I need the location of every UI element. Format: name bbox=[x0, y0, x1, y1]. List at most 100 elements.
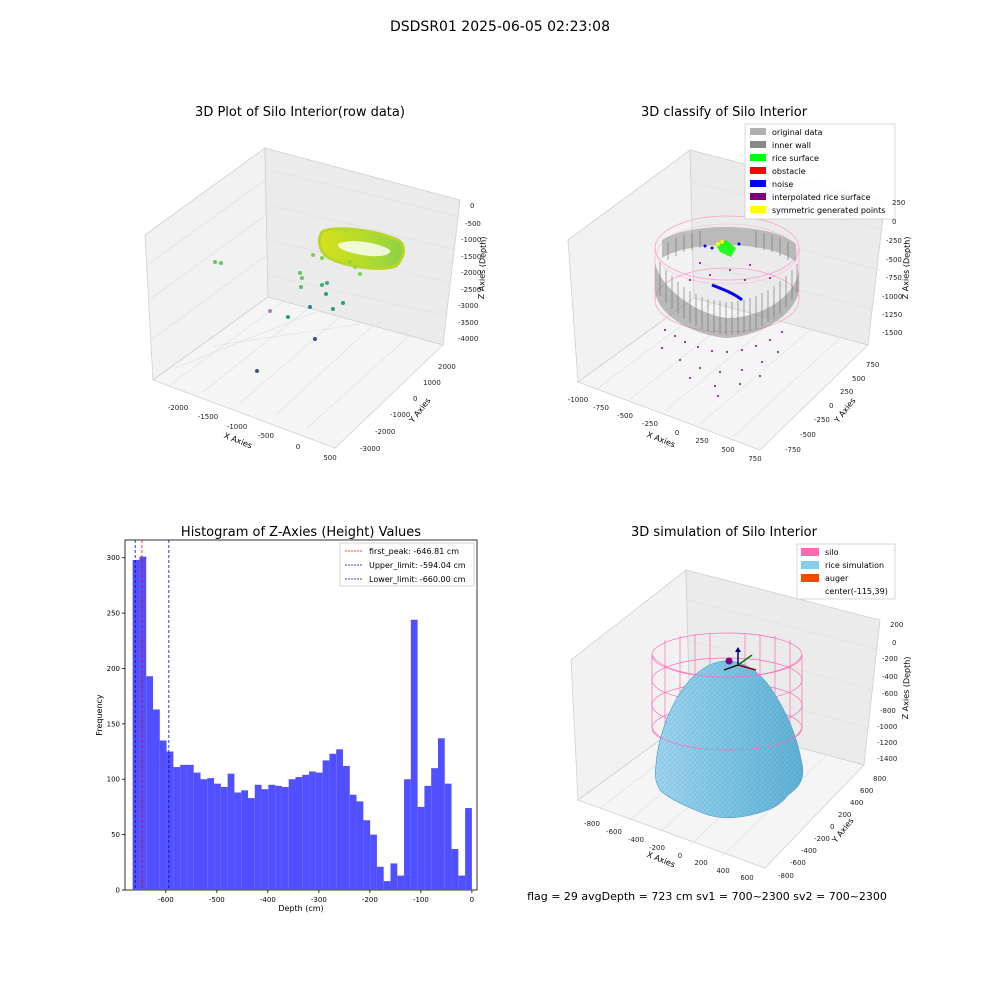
hist-bar bbox=[437, 738, 445, 890]
hist-bar bbox=[417, 806, 425, 890]
hist-bar bbox=[322, 760, 330, 890]
legend-obstacle-label: obstacle bbox=[772, 167, 806, 176]
hist-bar bbox=[207, 778, 215, 890]
classify-ytick-2: 250 bbox=[840, 388, 853, 396]
sim-ztick-5: -800 bbox=[880, 707, 896, 715]
classify-ztick-0: 250 bbox=[892, 199, 905, 207]
sim-ztick-1: 0 bbox=[892, 639, 896, 647]
classify-ylabel: Y Axies bbox=[832, 396, 858, 425]
hist-bar bbox=[132, 559, 140, 890]
classify-xtick-2: -500 bbox=[617, 412, 633, 420]
sim-ztick-7: -1200 bbox=[877, 739, 897, 747]
classify-wall-hatch bbox=[659, 231, 798, 335]
sim-legend: silo rice simulation auger center(-115,3… bbox=[796, 543, 896, 600]
sim-xtick-4: 0 bbox=[678, 852, 682, 860]
hist-bar bbox=[220, 786, 228, 890]
hist-bar bbox=[404, 779, 411, 890]
classify-ztick-2: -250 bbox=[886, 237, 902, 245]
classify-xtick-0: -1000 bbox=[568, 396, 588, 404]
hist-bar bbox=[281, 786, 289, 890]
hist-bar bbox=[234, 792, 242, 890]
raw-ytick-5: -3000 bbox=[360, 445, 380, 453]
hist-yticks: 0 50 100 150 200 250 300 bbox=[107, 554, 125, 895]
hist-xtick-label: -400 bbox=[260, 896, 276, 904]
sim-silo-wire-front bbox=[651, 654, 803, 751]
panel-classify: 3D classify of Silo Interior bbox=[567, 105, 912, 463]
classify-noise-band bbox=[711, 283, 743, 302]
legend-swatch-silo bbox=[801, 548, 819, 556]
raw-xtick-5: 500 bbox=[323, 454, 336, 462]
hist-bar bbox=[247, 798, 255, 890]
legend-interpolated-label: interpolated rice surface bbox=[772, 193, 870, 202]
legend-swatch-obstacle bbox=[750, 167, 766, 174]
sim-xtick-2: -400 bbox=[628, 836, 644, 844]
hist-bar bbox=[356, 801, 364, 890]
hist-xtick-label: -300 bbox=[311, 896, 327, 904]
sim-xtick-1: -600 bbox=[606, 828, 622, 836]
sim-title: 3D simulation of Silo Interior bbox=[631, 525, 818, 540]
legend-symmetric-label: symmetric generated points bbox=[772, 206, 885, 215]
hist-bar bbox=[275, 785, 282, 890]
hist-bar bbox=[370, 834, 377, 890]
sim-ytick-6: -400 bbox=[801, 847, 817, 855]
hist-bar bbox=[214, 783, 221, 890]
sim-xtick-5: 200 bbox=[694, 859, 707, 867]
legend-upper-limit-label: Upper_limit: -594.04 cm bbox=[369, 561, 466, 570]
sim-xtick-0: -800 bbox=[584, 820, 600, 828]
classify-ztick-4: -750 bbox=[886, 274, 902, 282]
status-text: flag = 29 avgDepth = 723 cm sv1 = 700~23… bbox=[527, 890, 887, 903]
sim-ytick-0: 800 bbox=[873, 775, 886, 783]
legend-swatch-rice-surface bbox=[750, 154, 766, 161]
classify-ytick-5: -500 bbox=[800, 431, 816, 439]
hist-bar bbox=[336, 749, 343, 890]
hist-ytick-label: 150 bbox=[107, 720, 120, 728]
hist-bar bbox=[302, 774, 310, 890]
sim-xtick-6: 400 bbox=[716, 867, 729, 875]
raw-ztick-7: -3500 bbox=[458, 319, 478, 327]
classify-ytick-6: -750 bbox=[785, 446, 801, 454]
raw-ztick-3: -1500 bbox=[461, 253, 481, 261]
hist-bar bbox=[139, 556, 147, 890]
sim-xtick-3: -200 bbox=[649, 844, 665, 852]
hist-xtick-label: 0 bbox=[470, 896, 474, 904]
hist-ytick-label: 250 bbox=[107, 610, 120, 618]
classify-legend: original data inner wall rice surface ob… bbox=[744, 123, 896, 220]
legend-rice-sim-label: rice simulation bbox=[825, 561, 884, 570]
legend-center-label: center(-115,39) bbox=[825, 587, 888, 596]
legend-first-peak-label: first_peak: -646.81 cm bbox=[369, 547, 459, 556]
sim-ztick-2: -200 bbox=[882, 655, 898, 663]
sim-ytick-3: 200 bbox=[838, 811, 851, 819]
raw-ztick-2: -1000 bbox=[461, 236, 481, 244]
legend-swatch-original bbox=[750, 128, 766, 135]
classify-ytick-1: 500 bbox=[852, 375, 865, 383]
hist-xticks: -600 -500 -400 -300 -200 -100 0 bbox=[158, 890, 474, 904]
hist-xtick-label: -600 bbox=[158, 896, 174, 904]
hist-xtick-label: -200 bbox=[362, 896, 378, 904]
legend-silo-label: silo bbox=[825, 548, 839, 557]
classify-xtick-7: 750 bbox=[748, 455, 761, 463]
panel-histogram: Histogram of Z-Axies (Height) Values -60… bbox=[95, 525, 478, 913]
hist-bar bbox=[390, 863, 398, 890]
sim-ztick-3: -400 bbox=[882, 673, 898, 681]
raw-ztick-5: -2500 bbox=[461, 286, 481, 294]
hist-bar bbox=[444, 783, 452, 890]
hist-bar bbox=[173, 767, 181, 890]
classify-ztick-7: -1500 bbox=[882, 329, 902, 337]
classify-gridlines bbox=[597, 181, 886, 438]
hist-bar bbox=[451, 849, 459, 890]
raw-ztick-4: -2000 bbox=[461, 269, 481, 277]
legend-swatch-auger bbox=[801, 574, 819, 582]
figure-suptitle: DSDSR01 2025-06-05 02:23:08 bbox=[390, 19, 610, 35]
hist-bar bbox=[268, 784, 276, 890]
sim-rice-mound bbox=[654, 660, 804, 819]
raw-ytick-3: -1000 bbox=[390, 411, 410, 419]
sim-zlabel: Z Axies (Depth) bbox=[901, 656, 912, 719]
raw-xtick-3: -500 bbox=[258, 432, 274, 440]
hist-bar bbox=[159, 740, 167, 890]
sim-auger-marker bbox=[723, 647, 757, 671]
classify-rice-surface bbox=[703, 240, 741, 257]
raw-ztick-6: -3000 bbox=[458, 302, 478, 310]
raw-xtick-1: -1500 bbox=[198, 413, 218, 421]
sim-ytick-1: 600 bbox=[860, 787, 873, 795]
hist-title: Histogram of Z-Axies (Height) Values bbox=[181, 525, 421, 540]
